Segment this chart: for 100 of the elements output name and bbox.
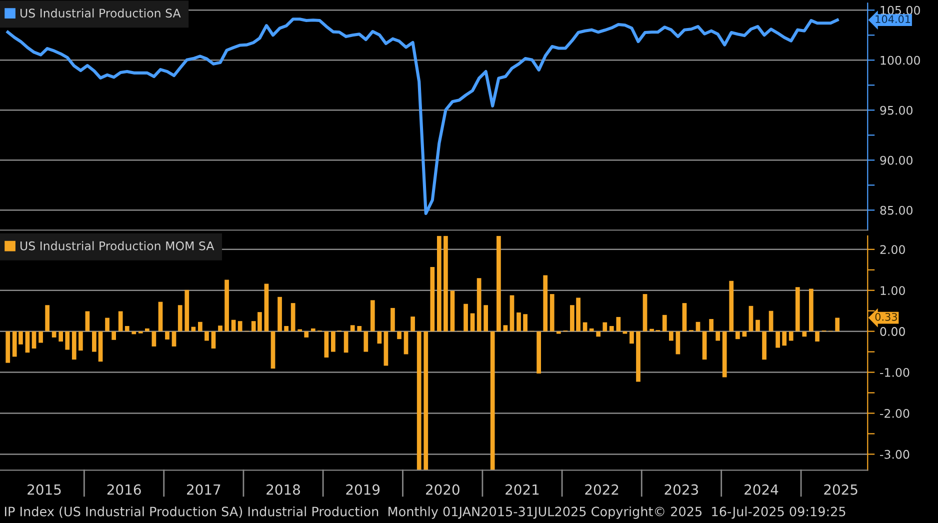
bar [516,312,521,332]
legend-label: US Industrial Production SA [20,8,181,18]
bar [132,331,136,334]
bar [410,316,415,332]
bar [112,331,116,340]
bar [178,305,182,332]
bar [676,331,680,354]
bar [72,331,76,360]
bar [682,303,687,332]
text: 0.33 [875,312,897,321]
bar [58,331,64,342]
bar [224,280,229,332]
x-tick-label: 2019 [346,484,380,495]
bar [788,331,794,341]
bar [669,331,674,341]
line-series [6,18,839,215]
bar [278,296,282,332]
bar [416,331,422,470]
bar [284,326,288,332]
x-tick-label: 2020 [426,484,460,495]
bar [165,331,170,340]
bar [484,305,488,332]
bar [630,331,634,344]
bar [510,295,514,332]
bar [782,331,787,346]
y-tick-label: 0.00 [880,327,905,336]
bar [324,331,329,358]
bar [384,331,388,366]
bar [231,320,236,332]
x-tick-label: 2024 [744,484,778,495]
bar [582,322,588,332]
bar [536,331,541,374]
bar [543,275,548,332]
bar [152,331,156,346]
bar [716,331,720,341]
bar [496,236,501,332]
bar [424,331,428,470]
bar [709,319,714,332]
bar [38,331,43,343]
x-tick-label: 2018 [266,484,300,495]
y-tick-label: 90.00 [880,156,912,165]
bar [436,236,442,332]
bar [464,304,468,332]
bar [768,310,774,332]
x-tick-label: 2016 [107,484,141,495]
bar [264,284,269,332]
bar [795,287,800,332]
y-tick-label: 1.00 [880,286,905,296]
bar [350,325,355,332]
bar [404,331,408,354]
y-tick-label: 85.00 [880,206,912,215]
bar [211,331,216,349]
bar [370,300,375,332]
bar [158,302,163,332]
bar [92,331,96,352]
bar [238,321,242,332]
text: 104.01 [876,15,910,24]
bar [815,331,820,342]
bar [184,290,190,332]
bar [642,294,648,332]
bar [550,294,554,332]
y-tick-label: -1.00 [880,368,910,377]
bar [304,331,309,338]
y-tick-label: 100.00 [880,56,920,65]
bar [364,331,368,352]
bar [191,326,196,332]
bar [835,318,840,332]
bar [65,331,70,350]
y-tick-label: 105.00 [880,6,920,15]
bar [198,322,202,332]
legend-label: US Industrial Production MOM SA [20,241,214,250]
bar [609,326,614,332]
bar [105,318,110,332]
bar [270,331,276,369]
bar [722,331,727,378]
bar [32,331,36,349]
bar [377,331,382,344]
bar [118,311,123,332]
bar [45,305,50,332]
bar [503,325,508,332]
y-tick-label: -3.00 [880,450,910,459]
bar [602,322,608,332]
bar [762,331,766,360]
bar [6,331,10,363]
x-tick-label: 2021 [506,484,539,495]
x-tick-label: 2017 [187,484,220,495]
bar [616,316,621,332]
bar [85,311,90,332]
x-tick-label: 2022 [585,484,618,495]
bar [390,308,395,332]
bar [397,331,402,340]
text: IP Index (US Industrial Production SA) Industrial Production Monthly 01JAN2015-31JUL2025 Copyright© 2025 16-Jul-2025 09:19:25 [5,506,846,519]
y-tick-label: -2.00 [880,408,910,418]
bar [756,320,760,332]
bar [736,331,740,340]
bar [290,303,296,332]
bar [331,331,336,352]
bar [124,326,130,332]
bar [596,331,601,337]
bar [78,331,83,351]
